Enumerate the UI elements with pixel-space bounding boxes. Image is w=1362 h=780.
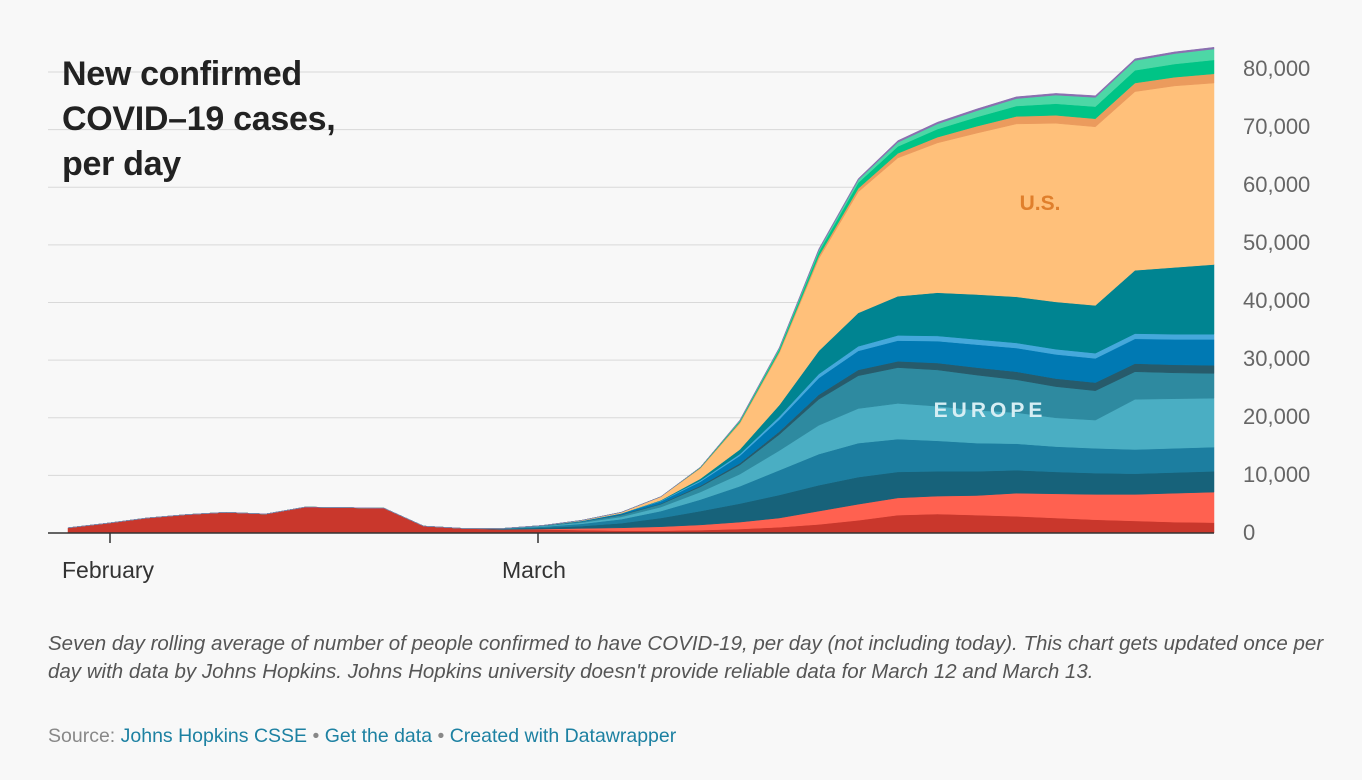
y-label-20000: 20,000: [1243, 404, 1311, 429]
annotation-us: U.S.: [1020, 192, 1061, 215]
y-label-60000: 60,000: [1243, 172, 1311, 197]
y-label-40000: 40,000: [1243, 288, 1311, 313]
stacked-area-chart: U.S. EUROPE: [48, 47, 1215, 543]
separator: •: [432, 725, 450, 747]
source-link-jhu[interactable]: Johns Hopkins CSSE: [120, 725, 308, 747]
annotation-europe: EUROPE: [934, 399, 1047, 422]
chart-title: New confirmed COVID–19 cases, per day: [62, 55, 336, 183]
source-line: Source: Johns Hopkins CSSE • Get the dat…: [48, 725, 676, 748]
area-series: [67, 47, 1215, 534]
y-label-50000: 50,000: [1243, 230, 1311, 255]
y-label-0: 0: [1243, 520, 1256, 545]
get-data-link[interactable]: Get the data: [324, 725, 433, 747]
y-label-30000: 30,000: [1243, 346, 1311, 371]
chart-description: Seven day rolling average of number of p…: [48, 632, 1324, 683]
y-label-70000: 70,000: [1243, 114, 1311, 139]
y-label-80000: 80,000: [1243, 56, 1311, 81]
gridlines: [48, 71, 1214, 476]
x-label-february: February: [62, 557, 155, 583]
x-label-march: March: [502, 557, 566, 583]
source-label: Source:: [48, 725, 121, 747]
area-series-14: [67, 47, 1215, 529]
separator: •: [307, 725, 325, 747]
datawrapper-link[interactable]: Created with Datawrapper: [449, 725, 677, 747]
y-label-10000: 10,000: [1243, 462, 1311, 487]
